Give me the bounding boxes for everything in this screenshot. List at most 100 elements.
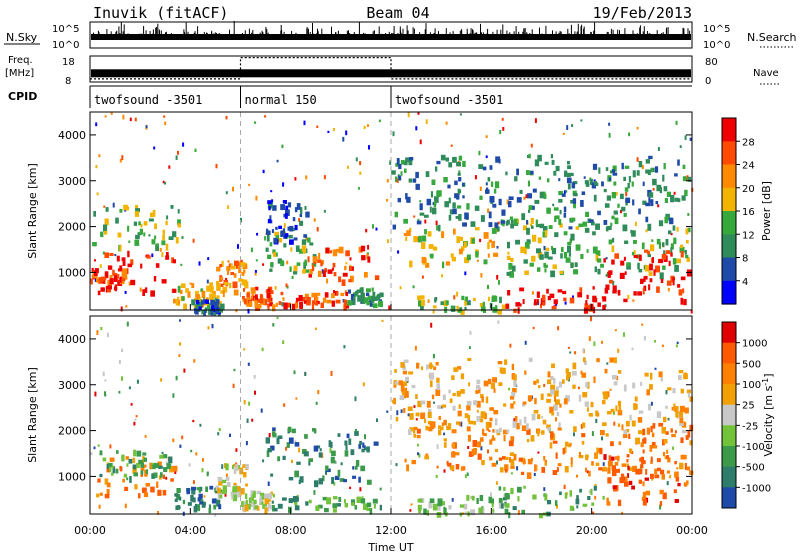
heat-cell bbox=[238, 278, 242, 282]
heat-cell bbox=[409, 157, 414, 161]
heat-cell bbox=[166, 463, 171, 470]
heat-cell bbox=[174, 498, 178, 502]
cpid-segments: twofsound -3501 normal 150 twofsound -3501 bbox=[89, 86, 503, 108]
heat-cell bbox=[510, 223, 514, 229]
heat-cell bbox=[482, 301, 485, 309]
heat-cell bbox=[254, 505, 258, 510]
heat-cell bbox=[544, 251, 549, 259]
scatter-cell bbox=[624, 271, 627, 275]
heat-cell bbox=[502, 456, 506, 460]
scatter-cell bbox=[468, 346, 471, 349]
heat-cell bbox=[592, 286, 595, 290]
heat-cell bbox=[216, 299, 220, 305]
heat-cell bbox=[503, 403, 507, 407]
heat-cell bbox=[558, 191, 563, 196]
heat-cell bbox=[598, 467, 603, 471]
heat-cell bbox=[313, 428, 317, 434]
heat-cell bbox=[407, 429, 412, 435]
heat-cell bbox=[467, 434, 471, 442]
heat-cell bbox=[534, 159, 540, 167]
scatter-cell bbox=[264, 236, 267, 241]
heat-cell bbox=[638, 161, 643, 168]
heat-cell bbox=[603, 466, 607, 470]
heat-cell bbox=[304, 269, 310, 273]
heat-cell bbox=[535, 224, 541, 228]
scatter-cell bbox=[110, 112, 113, 115]
heat-cell bbox=[471, 448, 476, 456]
heat-cell bbox=[451, 256, 456, 262]
heat-cell bbox=[182, 499, 186, 505]
heat-cell bbox=[317, 270, 322, 277]
heat-cell bbox=[482, 428, 485, 436]
scatter-cell bbox=[417, 452, 419, 456]
heat-cell bbox=[429, 372, 435, 380]
heat-cell bbox=[620, 473, 625, 480]
scatter-cell bbox=[608, 132, 611, 138]
scatter-cell bbox=[254, 390, 256, 395]
heat-cell bbox=[355, 291, 359, 295]
heat-cell bbox=[420, 400, 426, 405]
heat-cell bbox=[605, 433, 609, 437]
heat-cell bbox=[91, 267, 94, 273]
heat-cell bbox=[191, 486, 196, 491]
heat-cell bbox=[498, 382, 503, 386]
heat-cell bbox=[498, 198, 502, 206]
heat-cell bbox=[259, 297, 264, 304]
heat-cell bbox=[593, 376, 596, 384]
heat-cell bbox=[458, 248, 463, 255]
scatter-cell bbox=[464, 474, 467, 478]
heat-cell bbox=[127, 263, 133, 268]
heat-cell bbox=[453, 228, 456, 235]
heat-cell bbox=[642, 287, 645, 295]
heat-cell bbox=[244, 298, 247, 305]
heat-cell bbox=[591, 461, 594, 466]
heat-cell bbox=[293, 271, 298, 275]
heat-cell bbox=[408, 371, 414, 375]
heat-cell bbox=[267, 296, 272, 303]
scatter-cell bbox=[290, 247, 293, 252]
scatter-cell bbox=[94, 259, 96, 262]
heat-cell bbox=[632, 465, 637, 472]
heat-cell bbox=[532, 205, 535, 210]
scatter-cell bbox=[294, 177, 297, 181]
heat-cell bbox=[254, 301, 259, 308]
heat-cell bbox=[166, 252, 169, 258]
heat-cell bbox=[277, 258, 283, 264]
heat-cell bbox=[583, 360, 587, 365]
heat-cell bbox=[450, 465, 455, 471]
scatter-cell bbox=[168, 165, 171, 169]
heat-cell bbox=[588, 413, 593, 417]
scatter-cell bbox=[409, 509, 412, 512]
heat-cell bbox=[501, 209, 506, 216]
heat-cell bbox=[316, 300, 320, 305]
heat-cell bbox=[318, 252, 321, 260]
scatter-cell bbox=[571, 124, 574, 127]
scatter-cell bbox=[125, 305, 128, 308]
heat-cell bbox=[157, 489, 162, 496]
heat-cell bbox=[679, 422, 684, 426]
heat-cell bbox=[406, 464, 409, 472]
heat-cell bbox=[575, 226, 580, 230]
heat-cell bbox=[259, 495, 262, 503]
heat-cell bbox=[122, 259, 126, 266]
heat-cell bbox=[569, 238, 572, 243]
heat-cell bbox=[246, 303, 251, 307]
scatter-cell bbox=[424, 219, 427, 224]
heat-cell bbox=[468, 453, 474, 457]
heat-cell bbox=[400, 160, 405, 165]
heat-cell bbox=[544, 264, 548, 268]
heat-cell bbox=[415, 412, 420, 417]
scatter-cell bbox=[114, 254, 117, 257]
heat-cell bbox=[360, 465, 366, 472]
scatter-cell bbox=[172, 438, 175, 443]
scatter-cell bbox=[151, 253, 154, 258]
scatter-cell bbox=[435, 220, 438, 226]
heat-cell bbox=[409, 413, 414, 420]
heat-cell bbox=[251, 289, 256, 294]
heat-cell bbox=[537, 154, 542, 162]
heat-cell bbox=[343, 479, 347, 483]
scatter-cell bbox=[175, 155, 178, 160]
heat-cell bbox=[537, 414, 541, 419]
heat-cell bbox=[679, 405, 685, 413]
heat-cell bbox=[600, 429, 605, 436]
